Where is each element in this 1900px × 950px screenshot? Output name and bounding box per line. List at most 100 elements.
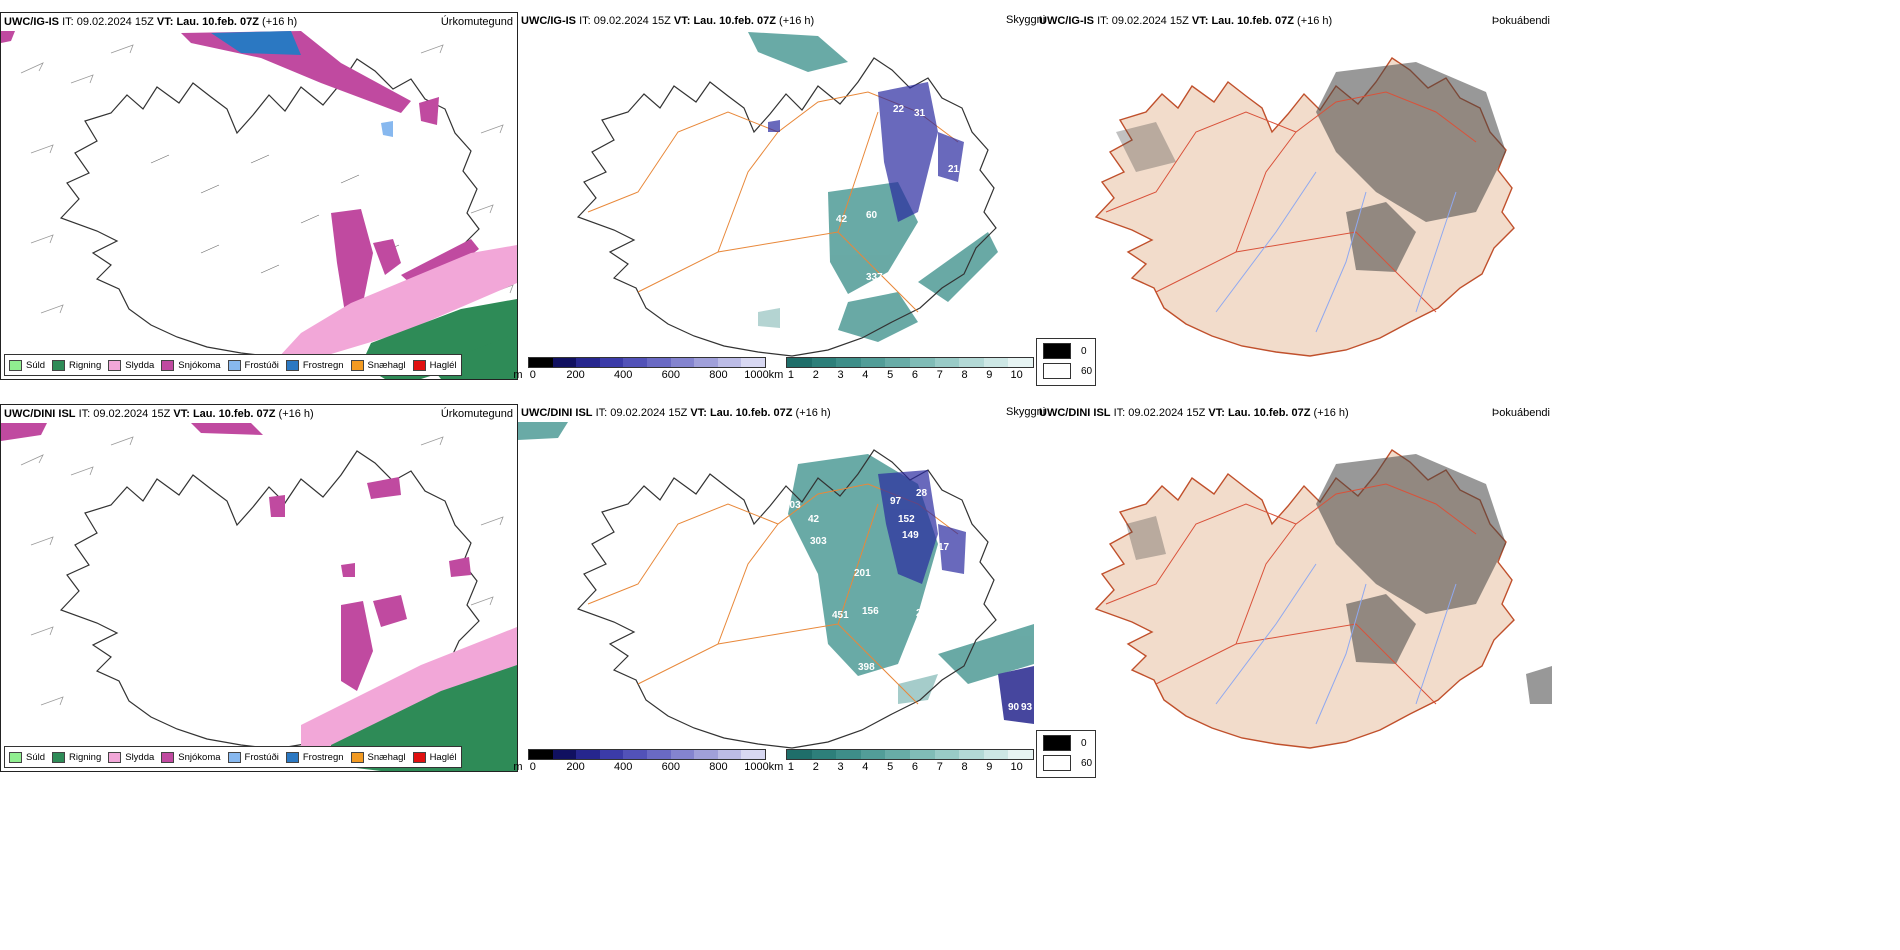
cloud-visibility-panel-row2: UWC/DINI ISL IT: 09.02.2024 15Z VT: Lau.… xyxy=(513,404,1096,778)
wind-barbs xyxy=(20,436,504,706)
ceiling-scale: m 0 200 400 600 800 1000 xyxy=(513,357,769,383)
ceiling-value-label: 31 xyxy=(914,108,926,119)
panel-title: Skyggni xyxy=(1006,14,1046,26)
legend-item: Snjókoma xyxy=(161,751,221,763)
precip-areas xyxy=(1,31,517,379)
panel-header: UWC/DINI ISL IT: 09.02.2024 15Z VT: Lau.… xyxy=(4,408,314,420)
coastline xyxy=(577,449,997,749)
visibility-tick: 6 xyxy=(911,761,919,773)
legend-item: Haglél xyxy=(412,359,457,371)
ceiling-value-label: 22 xyxy=(893,104,905,115)
ceiling-value-label: 90 xyxy=(1008,702,1020,713)
panel-header: UWC/IG-IS IT: 09.02.2024 15Z VT: Lau. 10… xyxy=(1039,15,1333,27)
fog-map-row1 xyxy=(1095,57,1515,357)
ceiling-value-label: 149 xyxy=(902,530,919,541)
rivers xyxy=(1215,171,1457,333)
visibility-tick: 3 xyxy=(837,761,844,773)
panel-header: UWC/DINI ISL IT: 09.02.2024 15Z VT: Lau.… xyxy=(521,407,831,419)
roads xyxy=(1105,483,1477,705)
cloud-visibility-panel-row1: UWC/IG-IS IT: 09.02.2024 15Z VT: Lau. 10… xyxy=(513,12,1096,386)
legend-item: Frostúði xyxy=(227,751,279,763)
wind-barbs xyxy=(20,44,514,314)
ceiling-value-labels: 203 42 303 97 28 152 149 17 201 156 451 … xyxy=(784,488,1033,713)
visibility-areas xyxy=(748,32,998,342)
legend-swatch xyxy=(227,751,241,763)
legend-swatch xyxy=(412,751,426,763)
rivers xyxy=(1215,563,1457,725)
ceiling-value-label: 398 xyxy=(858,662,875,673)
legend-swatch xyxy=(52,751,66,763)
legend-swatch xyxy=(52,359,66,371)
ceiling-value-label: 41 xyxy=(818,102,830,113)
ceiling-tick: 400 xyxy=(614,761,633,773)
fog-swatch xyxy=(1043,735,1071,751)
ceiling-tick: 600 xyxy=(661,369,680,381)
fog-legend: 0 60 xyxy=(1036,730,1096,778)
legend-item: Frostregn xyxy=(285,359,344,371)
precip-map-row2 xyxy=(1,423,517,771)
precip-map-row1 xyxy=(1,31,517,379)
legend-swatch xyxy=(9,751,22,763)
ceiling-value-label: 201 xyxy=(854,568,871,579)
ceiling-tick: 600 xyxy=(661,761,680,773)
ceiling-value-label: 97 xyxy=(890,496,902,507)
fog-legend-row: 60 xyxy=(1043,755,1092,771)
panel-header: UWC/DINI ISL IT: 09.02.2024 15Z VT: Lau.… xyxy=(1039,407,1349,419)
visibility-tick: 9 xyxy=(986,761,993,773)
ceiling-value-label: 337 xyxy=(866,272,883,283)
ceiling-tick: 0 xyxy=(529,369,536,381)
visibility-tick: 2 xyxy=(812,761,819,773)
legend-swatch xyxy=(412,359,426,371)
ceiling-ticks: m 0 200 400 600 800 1000 xyxy=(513,760,769,775)
visibility-tick: 4 xyxy=(862,761,869,773)
legend-swatch xyxy=(285,751,299,763)
visibility-tick: 5 xyxy=(887,761,894,773)
wind-barbs-inland xyxy=(150,154,400,274)
roads xyxy=(587,483,959,705)
legend-swatch xyxy=(161,751,175,763)
ceiling-value-label: 152 xyxy=(898,514,915,525)
fog-panel-row1: UWC/IG-IS IT: 09.02.2024 15Z VT: Lau. 10… xyxy=(1036,12,1556,380)
fog-panel-row2: UWC/DINI ISL IT: 09.02.2024 15Z VT: Lau.… xyxy=(1036,404,1556,772)
legend-swatch xyxy=(350,359,364,371)
legend-item: Frostregn xyxy=(285,751,344,763)
ceiling-value-label: 156 xyxy=(862,606,879,617)
visibility-scale: km 1 2 3 4 5 6 7 8 9 10 xyxy=(769,357,1034,383)
visibility-tick: 1 xyxy=(787,369,795,381)
visibility-ticks: km 1 2 3 4 5 6 7 8 9 10 xyxy=(769,760,1034,775)
ceiling-value-label: 303 xyxy=(810,536,827,547)
legend-swatch xyxy=(161,359,175,371)
fog-legend: 0 60 xyxy=(1036,338,1096,386)
cloud-map-row1: 20 22 41 31 21 42 60 138 337 xyxy=(577,32,998,357)
panel-header: UWC/IG-IS IT: 09.02.2024 15Z VT: Lau. 10… xyxy=(521,15,815,27)
precip-type-legend: Súld Rigning Slydda Snjókoma Frostúði Fr… xyxy=(4,354,462,376)
ceiling-tick: 0 xyxy=(529,761,536,773)
legend-swatch xyxy=(108,359,122,371)
ceiling-value-label: 20 xyxy=(838,82,850,93)
ceiling-tick: 200 xyxy=(566,369,585,381)
ceiling-unit: m xyxy=(513,369,523,381)
ceiling-ticks: m 0 200 400 600 800 1000 xyxy=(513,368,768,383)
ceiling-tick: 800 xyxy=(709,369,728,381)
precip-areas xyxy=(1,423,517,771)
ceiling-value-label: 42 xyxy=(836,214,848,225)
legend-item: Frostúði xyxy=(227,359,279,371)
ceiling-tick: 400 xyxy=(614,369,633,381)
ceiling-tick: 1000 xyxy=(744,761,769,773)
ceiling-value-label: 21 xyxy=(948,164,960,175)
legend-item: Rigning xyxy=(52,359,101,371)
ceiling-value-label: 17 xyxy=(938,542,950,553)
visibility-tick: 8 xyxy=(961,369,968,381)
cloud-map-row2: 203 42 303 97 28 152 149 17 201 156 451 … xyxy=(518,422,1034,749)
fog-index-areas xyxy=(1126,454,1552,704)
visibility-areas xyxy=(518,422,1034,724)
visibility-tick: 5 xyxy=(887,369,894,381)
legend-swatch xyxy=(350,751,364,763)
ceiling-unit: m xyxy=(513,761,523,773)
ceiling-value-label: 60 xyxy=(866,210,878,221)
fog-legend-row: 0 xyxy=(1043,735,1087,751)
ceiling-value-label: 203 xyxy=(784,500,801,511)
panel-title: Úrkomutegund xyxy=(440,16,513,28)
legend-swatch xyxy=(108,751,122,763)
visibility-tick: 8 xyxy=(961,761,968,773)
